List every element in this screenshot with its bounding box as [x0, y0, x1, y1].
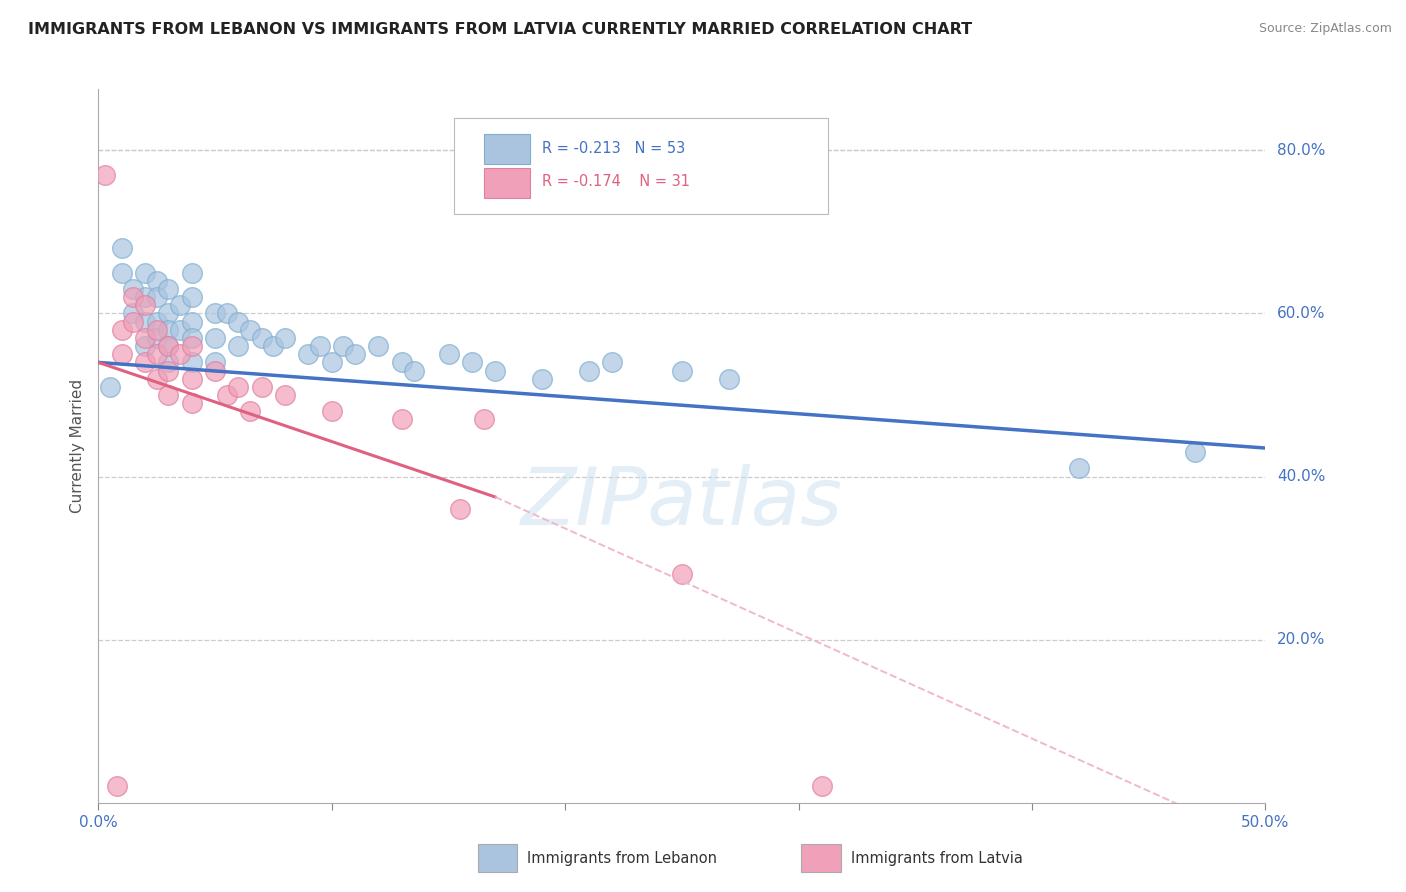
Point — [228, 339, 250, 353]
Point — [239, 323, 262, 337]
Point — [297, 347, 319, 361]
Point — [146, 331, 169, 345]
Y-axis label: Currently Married: Currently Married — [70, 379, 86, 513]
Point — [250, 331, 273, 345]
Point — [157, 355, 180, 369]
Point — [1067, 461, 1090, 475]
Text: Source: ZipAtlas.com: Source: ZipAtlas.com — [1258, 22, 1392, 36]
Point — [180, 315, 202, 329]
Point — [274, 331, 297, 345]
Text: Immigrants from Lebanon: Immigrants from Lebanon — [527, 851, 717, 865]
Point — [157, 363, 180, 377]
FancyBboxPatch shape — [484, 134, 530, 164]
Point — [204, 306, 226, 320]
Point — [484, 363, 506, 377]
Point — [146, 323, 169, 337]
Point — [717, 372, 740, 386]
FancyBboxPatch shape — [484, 168, 530, 198]
Point — [180, 331, 202, 345]
Point — [157, 282, 180, 296]
Point — [600, 355, 623, 369]
Point — [215, 388, 238, 402]
Point — [344, 347, 367, 361]
Point — [180, 339, 202, 353]
Point — [146, 372, 169, 386]
Point — [228, 315, 250, 329]
Point — [169, 347, 191, 361]
Point — [204, 363, 226, 377]
Point — [437, 347, 460, 361]
Point — [321, 355, 343, 369]
Point — [239, 404, 262, 418]
Text: 80.0%: 80.0% — [1277, 143, 1326, 158]
Point — [94, 168, 117, 182]
Point — [134, 331, 156, 345]
Point — [367, 339, 389, 353]
Point — [122, 315, 145, 329]
Text: IMMIGRANTS FROM LEBANON VS IMMIGRANTS FROM LATVIA CURRENTLY MARRIED CORRELATION : IMMIGRANTS FROM LEBANON VS IMMIGRANTS FR… — [28, 22, 972, 37]
Point — [157, 306, 180, 320]
Point — [180, 290, 202, 304]
Point — [180, 372, 202, 386]
Text: 20.0%: 20.0% — [1277, 632, 1326, 648]
Point — [111, 266, 134, 280]
Point — [111, 241, 134, 255]
Point — [134, 315, 156, 329]
Point — [321, 404, 343, 418]
Point — [111, 347, 134, 361]
Point — [111, 323, 134, 337]
Point — [530, 372, 553, 386]
Point — [98, 380, 121, 394]
Point — [157, 339, 180, 353]
Point — [391, 355, 413, 369]
Point — [134, 290, 156, 304]
Point — [146, 290, 169, 304]
Point — [180, 355, 202, 369]
Point — [332, 339, 354, 353]
Point — [134, 266, 156, 280]
Text: R = -0.174    N = 31: R = -0.174 N = 31 — [541, 175, 690, 189]
Point — [250, 380, 273, 394]
Point — [146, 347, 169, 361]
Point — [134, 298, 156, 312]
Point — [449, 502, 471, 516]
Text: 40.0%: 40.0% — [1277, 469, 1326, 484]
Point — [122, 306, 145, 320]
Text: Immigrants from Latvia: Immigrants from Latvia — [851, 851, 1022, 865]
Point — [402, 363, 425, 377]
Point — [578, 363, 600, 377]
Point — [146, 315, 169, 329]
Point — [134, 339, 156, 353]
Point — [204, 331, 226, 345]
FancyBboxPatch shape — [454, 118, 828, 214]
Point — [122, 290, 145, 304]
Point — [472, 412, 495, 426]
Point — [157, 339, 180, 353]
Point — [811, 780, 834, 794]
Point — [262, 339, 284, 353]
Text: ZIPatlas: ZIPatlas — [520, 464, 844, 542]
Text: R = -0.213   N = 53: R = -0.213 N = 53 — [541, 141, 685, 156]
Point — [169, 298, 191, 312]
Point — [204, 355, 226, 369]
Point — [134, 355, 156, 369]
Point — [180, 396, 202, 410]
Point — [671, 567, 693, 582]
Point — [228, 380, 250, 394]
Point — [461, 355, 484, 369]
Point — [274, 388, 297, 402]
Point — [146, 274, 169, 288]
Text: 60.0%: 60.0% — [1277, 306, 1326, 321]
Point — [169, 323, 191, 337]
Point — [105, 780, 128, 794]
Point — [122, 282, 145, 296]
Point — [1184, 445, 1206, 459]
Point — [671, 363, 693, 377]
Point — [157, 323, 180, 337]
Point — [309, 339, 332, 353]
Point — [391, 412, 413, 426]
Point — [180, 266, 202, 280]
Point — [215, 306, 238, 320]
Point — [157, 388, 180, 402]
